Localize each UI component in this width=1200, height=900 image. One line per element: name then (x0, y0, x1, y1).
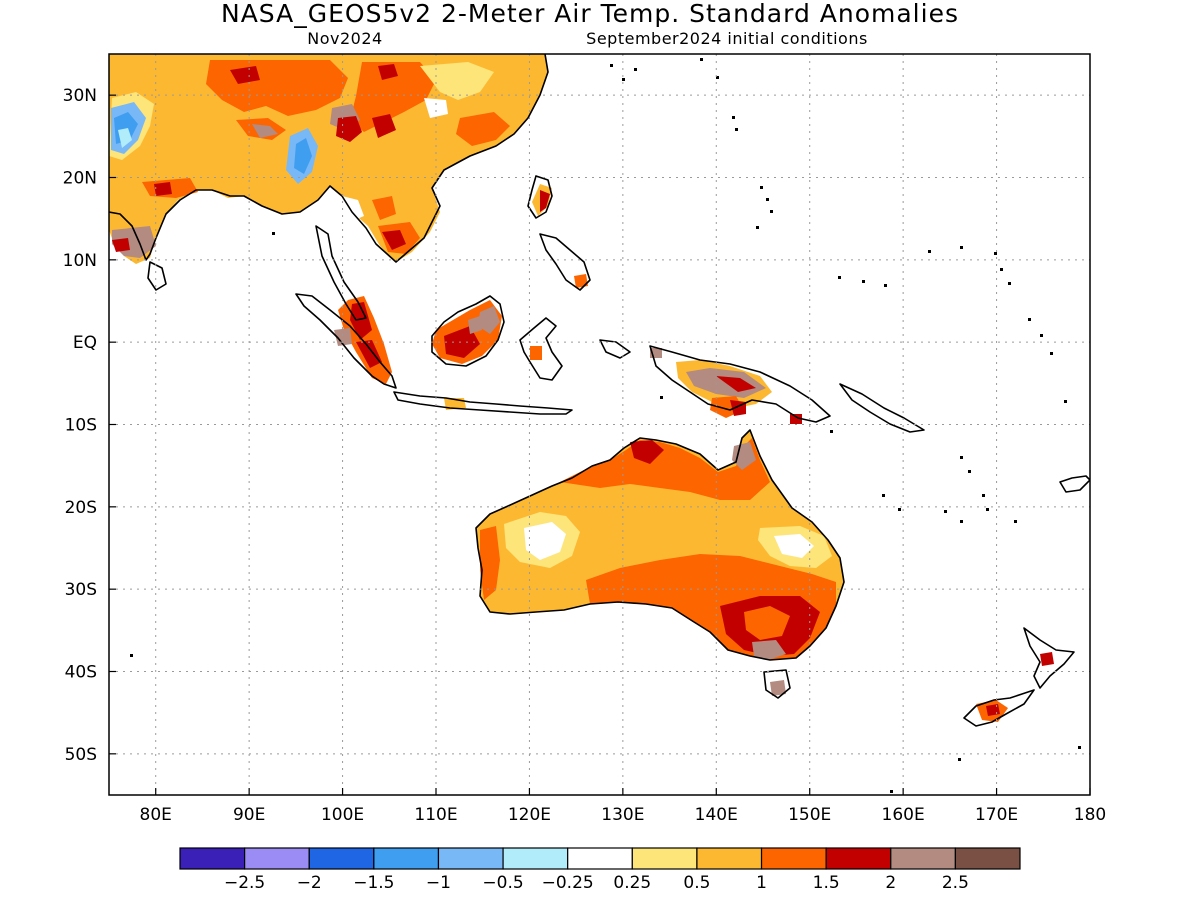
colorbar-swatch (696, 847, 763, 870)
forecast-month: Nov2024 (307, 29, 382, 48)
colorbar-label: −0.25 (542, 873, 594, 893)
colorbar-label: −2.5 (224, 873, 265, 893)
lat-tick-label: EQ (73, 333, 97, 353)
colorbar-swatch (890, 847, 956, 870)
colorbar-swatch (825, 847, 892, 870)
colorbar-label: −2 (297, 873, 322, 893)
pacific-islands (130, 58, 1081, 793)
colorbar-label: 0.25 (613, 873, 651, 893)
colorbar-swatch (308, 847, 375, 870)
colorbar-swatch (567, 847, 633, 870)
lat-tick-label: 30N (63, 86, 97, 106)
colorbar-label: 2.5 (942, 873, 969, 893)
colorbar-label: −1 (426, 873, 451, 893)
latitude-axis: 30N 20N 10N EQ 10S 20S 30S 40S 50S (63, 86, 116, 765)
lat-tick-label: 30S (65, 580, 97, 600)
lon-tick-label: 90E (233, 805, 265, 825)
longitude-axis: 80E 90E 100E 110E 120E 130E 140E 150E 160E 170E 18… (140, 788, 1106, 825)
colorbar-swatch (502, 847, 569, 870)
colorbar-swatch (760, 847, 827, 870)
colorbar-swatch (373, 847, 440, 870)
colorbar-swatch (954, 847, 1021, 870)
colorbar-swatch (179, 847, 246, 870)
map-title: NASA_GEOS5v2 2-Meter Air Temp. Standard … (221, 0, 959, 28)
lon-tick-label: 80E (140, 805, 172, 825)
map-gridlines (109, 54, 1090, 795)
colorbar-swatch (244, 847, 310, 870)
lon-tick-label: 140E (695, 805, 738, 825)
lon-tick-label: 110E (414, 805, 457, 825)
lon-tick-label: 170E (975, 805, 1018, 825)
lat-tick-label: 20S (65, 498, 97, 518)
lat-tick-label: 40S (65, 663, 97, 683)
asia-anomaly-field (109, 54, 548, 264)
coastlines (109, 54, 1090, 727)
colorbar-legend (179, 847, 1021, 870)
colorbar-label: 2 (885, 873, 896, 893)
lon-tick-label: 180 (1074, 805, 1106, 825)
colorbar-label: −1.5 (353, 873, 394, 893)
lat-tick-label: 10N (63, 251, 97, 271)
lat-tick-label: 10S (65, 416, 97, 436)
lat-tick-label: 20N (63, 169, 97, 189)
colorbar-swatch (631, 847, 698, 870)
lon-tick-label: 120E (508, 805, 551, 825)
australia-anomaly-field (476, 430, 1054, 722)
lon-tick-label: 130E (601, 805, 644, 825)
initial-conditions-label: September2024 initial conditions (586, 29, 868, 48)
colorbar-label: 1 (756, 873, 767, 893)
lon-tick-label: 160E (882, 805, 925, 825)
colorbar-label: 1.5 (813, 873, 840, 893)
colorbar-label: −0.5 (482, 873, 523, 893)
map-plot-area (109, 54, 1090, 795)
colorbar-label: 0.5 (683, 873, 710, 893)
colorbar-swatch (437, 847, 504, 870)
lon-tick-label: 150E (788, 805, 831, 825)
maritime-anomaly-field (334, 184, 802, 424)
lon-tick-label: 100E (321, 805, 364, 825)
colorbar-labels: −2.5 −2 −1.5 −1 −0.5 −0.25 0.25 0.5 1 1.5 2 2.5 (224, 873, 969, 893)
lat-tick-label: 50S (65, 745, 97, 765)
